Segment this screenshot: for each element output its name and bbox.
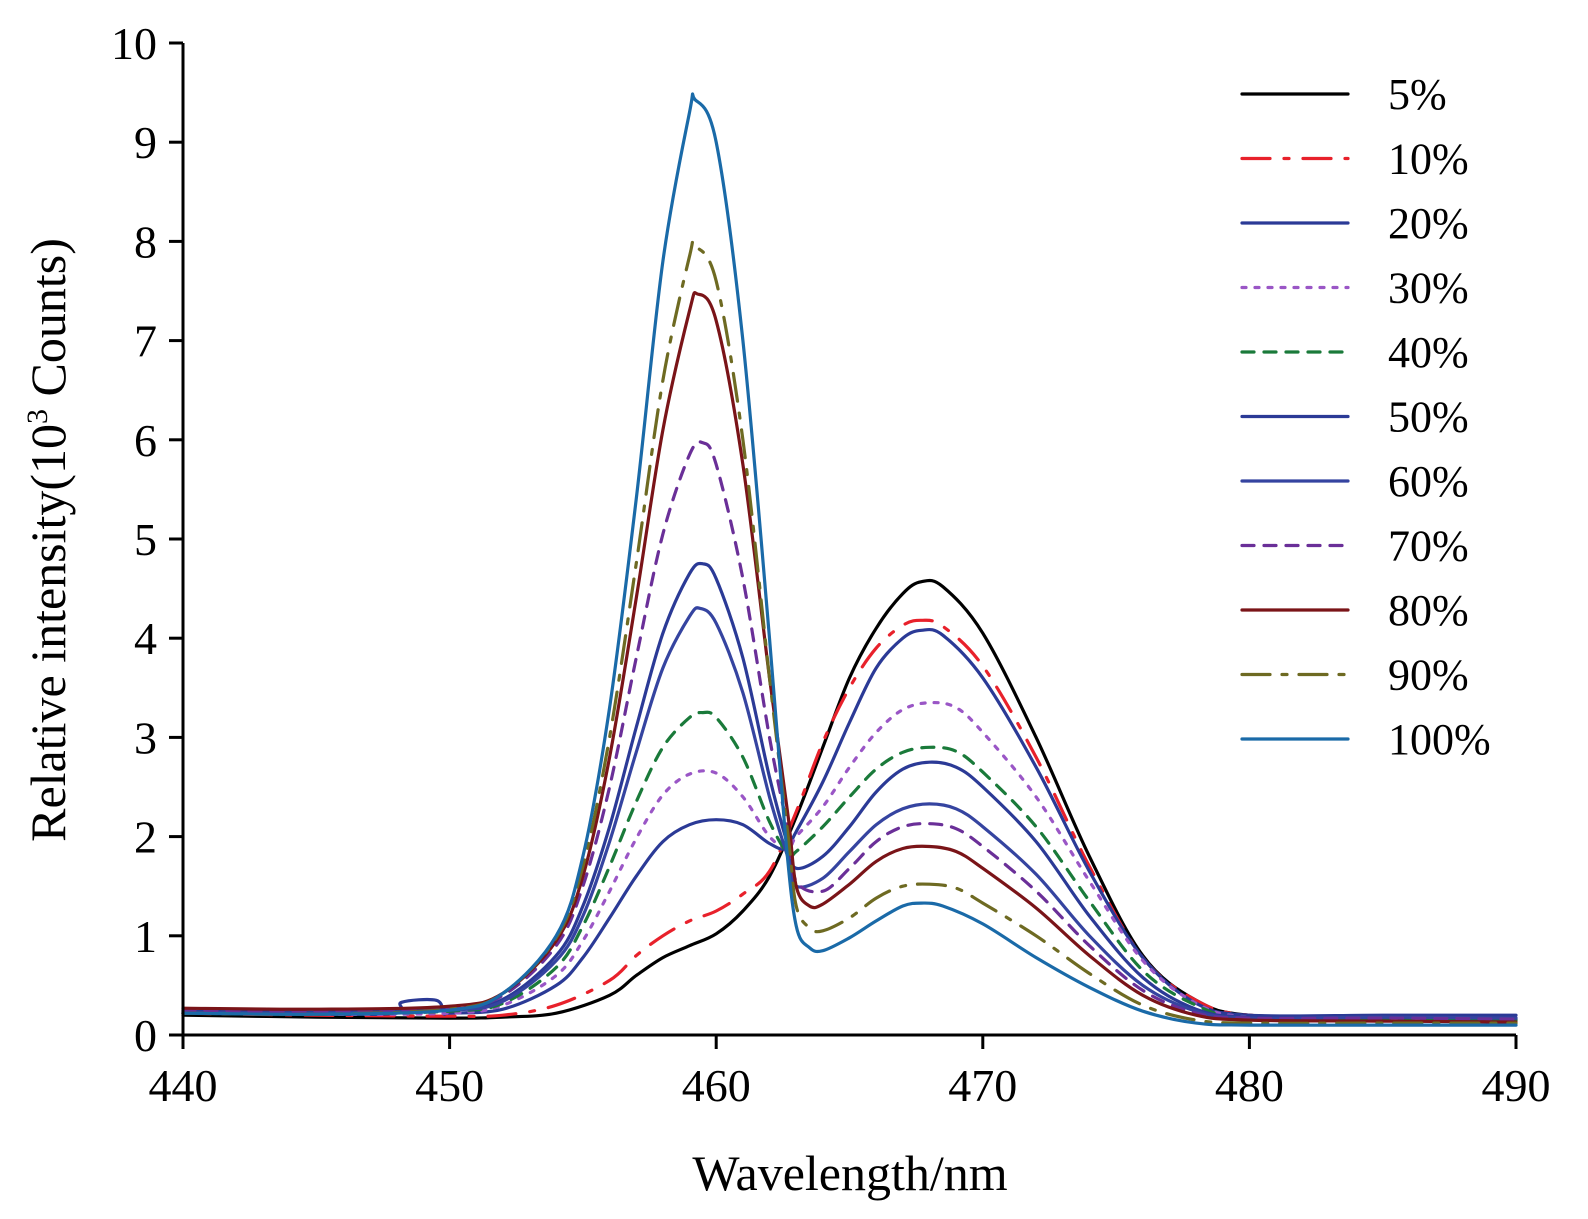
x-tick-label: 440 — [149, 1060, 218, 1111]
y-tick-label: 9 — [134, 117, 157, 168]
series-layer — [181, 92, 1518, 1027]
x-tick-label: 490 — [1482, 1060, 1551, 1111]
y-tick-label: 1 — [134, 911, 157, 962]
y-axis-title-superscript: 3 — [21, 409, 54, 424]
y-tick-label: 4 — [134, 613, 157, 664]
y-tick-label: 3 — [134, 712, 157, 763]
y-tick-label: 10 — [111, 18, 157, 69]
y-tick-label: 6 — [134, 415, 157, 466]
y-axis-title-tail: Counts) — [20, 238, 76, 409]
legend-label: 40% — [1388, 328, 1469, 377]
legend-label: 80% — [1388, 586, 1469, 635]
legend-label: 70% — [1388, 522, 1469, 571]
legend-label: 30% — [1388, 264, 1469, 313]
y-tick-label: 2 — [134, 812, 157, 863]
x-axis-title: Wavelength/nm — [692, 1145, 1007, 1201]
series-line-40pct — [181, 710, 1518, 1023]
series-line-70pct — [181, 440, 1518, 1021]
series-line-20pct — [181, 627, 1518, 1018]
y-tick-label: 7 — [134, 316, 157, 367]
legend: 5% 10% 20% 30% 40% 50% 60% 70% 80% 90% 100% — [1240, 70, 1491, 764]
ticks: 440 450 460 470 480 490 0 1 2 3 4 5 6 7 8 9 10 — [111, 18, 1551, 1111]
y-axis-title-main: Relative intensity(10 — [20, 424, 76, 842]
legend-label: 50% — [1388, 393, 1469, 442]
y-axis-title: Relative intensity(103 Counts) — [20, 238, 76, 842]
y-tick-label: 0 — [134, 1010, 157, 1061]
series-line-50pct — [181, 561, 1518, 1020]
x-tick-label: 460 — [682, 1060, 751, 1111]
x-tick-label: 450 — [415, 1060, 484, 1111]
x-tick-label: 470 — [948, 1060, 1017, 1111]
legend-label: 90% — [1388, 651, 1469, 700]
y-tick-label: 8 — [134, 216, 157, 267]
y-tick-label: 5 — [134, 514, 157, 565]
x-tick-label: 480 — [1215, 1060, 1284, 1111]
legend-label: 100% — [1388, 715, 1491, 764]
series-line-60pct — [181, 606, 1518, 1020]
series-line-5pct — [181, 578, 1518, 1022]
legend-label: 20% — [1388, 199, 1469, 248]
series-line-100pct — [181, 92, 1518, 1027]
legend-label: 60% — [1388, 457, 1469, 506]
series-line-80pct — [181, 291, 1518, 1024]
series-line-30pct — [181, 700, 1518, 1021]
legend-label: 10% — [1388, 135, 1469, 184]
legend-label: 5% — [1388, 70, 1447, 119]
series-line-90pct — [181, 239, 1518, 1025]
